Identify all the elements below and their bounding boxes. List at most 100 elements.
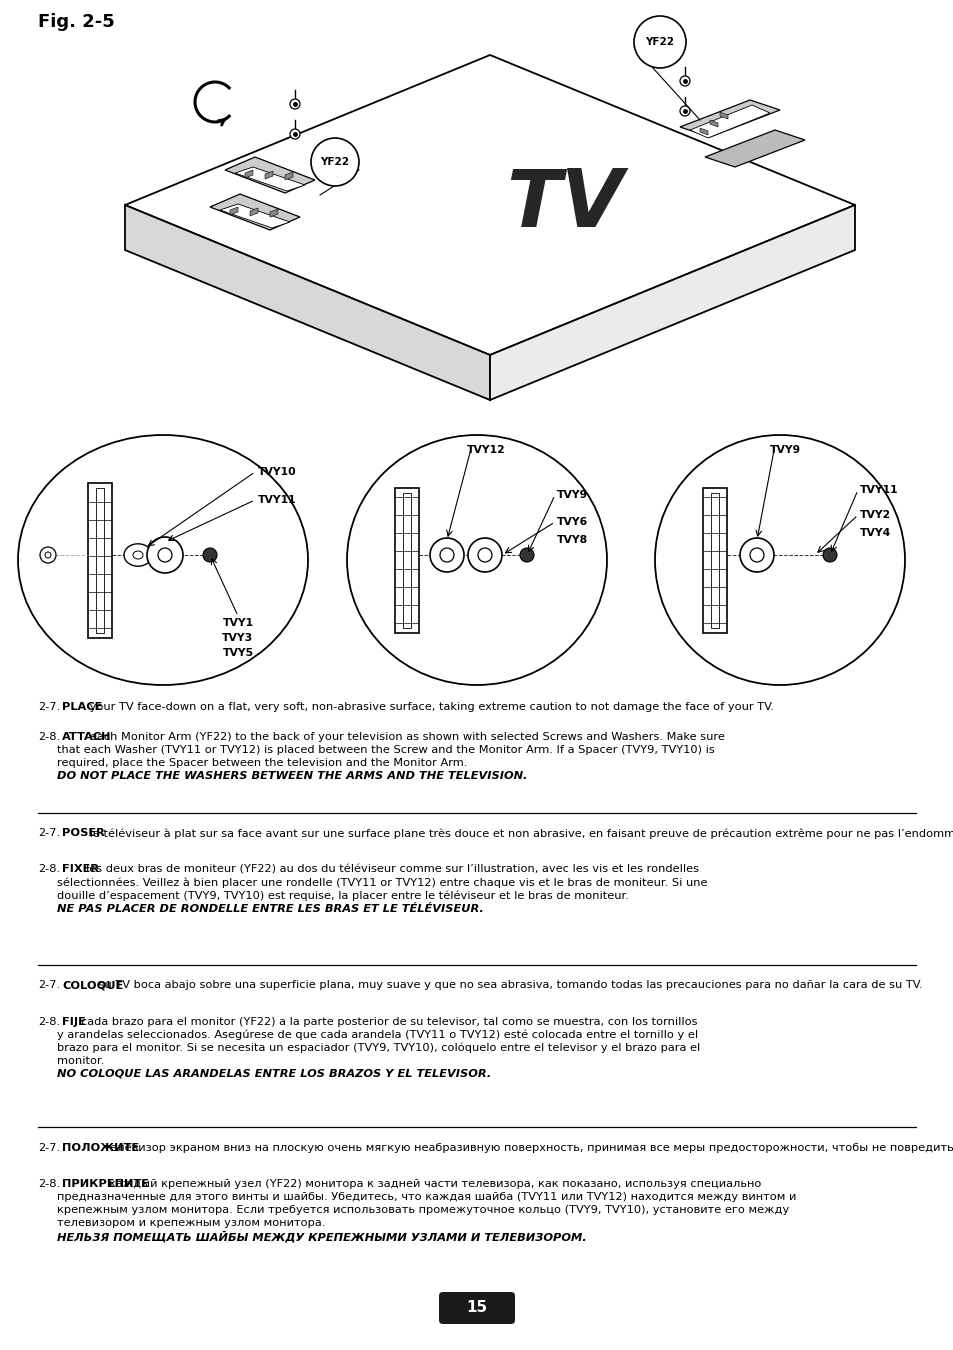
Circle shape [45,552,51,558]
Bar [88,482,112,637]
Bar [710,493,719,628]
Circle shape [290,130,299,139]
Text: 15: 15 [466,1300,487,1315]
Text: 2-8.: 2-8. [38,1017,60,1026]
Text: cada brazo para el monitor (YF22) a la parte posterior de su televisor, tal como: cada brazo para el monitor (YF22) a la p… [81,1017,697,1026]
Text: NE PAS PLACER DE RONDELLE ENTRE LES BRAS ET LE TÉLÉVISEUR.: NE PAS PLACER DE RONDELLE ENTRE LES BRAS… [57,903,483,914]
Circle shape [147,537,183,572]
Polygon shape [285,171,293,180]
Circle shape [203,548,216,562]
Polygon shape [230,207,237,215]
Text: TVY4: TVY4 [859,528,890,539]
Text: that each Washer (TVY11 or TVY12) is placed between the Screw and the Monitor Ar: that each Washer (TVY11 or TVY12) is pla… [57,745,714,755]
Bar [702,487,726,633]
Bar [96,487,104,633]
Text: FIJE: FIJE [62,1017,86,1026]
Polygon shape [270,209,277,217]
Text: 2-8.: 2-8. [38,1179,60,1189]
Text: douille d’espacement (TVY9, TVY10) est requise, la placer entre le téléviseur et: douille d’espacement (TVY9, TVY10) est r… [57,891,628,900]
Circle shape [311,138,358,186]
Text: телевизором и крепежным узлом монитора.: телевизором и крепежным узлом монитора. [57,1218,325,1228]
Polygon shape [265,171,273,180]
Polygon shape [709,120,718,127]
Circle shape [158,548,172,562]
Polygon shape [679,100,780,136]
Circle shape [679,107,689,116]
Polygon shape [700,128,707,135]
Text: y arandelas seleccionados. Asegúrese de que cada arandela (TVY11 o TVY12) esté c: y arandelas seleccionados. Asegúrese de … [57,1030,698,1040]
Text: POSER: POSER [62,828,105,838]
Text: monitor.: monitor. [57,1056,104,1065]
Bar [395,487,418,633]
Text: YF22: YF22 [320,157,349,167]
Text: each Monitor Arm (YF22) to the back of your television as shown with selected Sc: each Monitor Arm (YF22) to the back of y… [91,732,724,742]
Text: TVY9: TVY9 [769,446,801,455]
Text: НЕЛЬЗЯ ПОМЕЩАТЬ ШАЙБЫ МЕЖДУ КРЕПЕЖНЫМИ УЗЛАМИ И ТЕЛЕВИЗОРОМ.: НЕЛЬЗЯ ПОМЕЩАТЬ ШАЙБЫ МЕЖДУ КРЕПЕЖНЫМИ У… [57,1231,586,1243]
Circle shape [40,547,56,563]
Text: TVY6: TVY6 [557,517,588,526]
Text: PLACE: PLACE [62,702,102,711]
Text: 2-7.: 2-7. [38,1142,60,1153]
Circle shape [468,539,501,572]
Text: TV: TV [506,166,623,244]
Text: sélectionnées. Veillez à bien placer une rondelle (TVY11 or TVY12) entre chaque : sélectionnées. Veillez à bien placer une… [57,878,707,888]
Polygon shape [704,130,804,167]
Ellipse shape [18,435,308,684]
Text: 2-7.: 2-7. [38,980,60,990]
Circle shape [679,76,689,86]
Text: TVY1: TVY1 [222,618,253,628]
Text: su TV boca abajo sobre una superficie plana, muy suave y que no sea abrasiva, to: su TV boca abajo sobre una superficie pl… [95,980,922,990]
Text: les deux bras de moniteur (YF22) au dos du téléviseur comme sur l’illustration, : les deux bras de moniteur (YF22) au dos … [86,864,698,875]
Circle shape [439,548,454,562]
Text: TVY9: TVY9 [557,490,587,500]
Circle shape [430,539,463,572]
Text: TVY11: TVY11 [859,485,898,495]
Circle shape [519,548,534,562]
Text: каждый крепежный узел (YF22) монитора к задней части телевизора, как показано, и: каждый крепежный узел (YF22) монитора к … [109,1179,760,1189]
Text: предназначенные для этого винты и шайбы. Убедитесь, что каждая шайба (TVY11 или : предназначенные для этого винты и шайбы.… [57,1192,796,1202]
Text: телевизор экраном вниз на плоскую очень мягкую неабразивную поверхность, принима: телевизор экраном вниз на плоскую очень … [100,1142,953,1153]
Text: TVY10: TVY10 [257,467,296,477]
Polygon shape [689,105,769,138]
Text: Fig. 2-5: Fig. 2-5 [38,14,114,31]
Text: 2-7.: 2-7. [38,828,60,838]
Polygon shape [210,194,299,230]
Text: ATTACH: ATTACH [62,732,112,742]
Polygon shape [220,204,290,228]
Polygon shape [125,205,490,400]
Ellipse shape [124,544,152,566]
Polygon shape [125,55,854,355]
Ellipse shape [347,435,606,684]
Circle shape [740,539,773,572]
Circle shape [290,99,299,109]
Text: ПОЛОЖИТЕ: ПОЛОЖИТЕ [62,1142,139,1153]
Text: COLOQUE: COLOQUE [62,980,123,990]
Ellipse shape [655,435,904,684]
Text: NO COLOQUE LAS ARANDELAS ENTRE LOS BRAZOS Y EL TELEVISOR.: NO COLOQUE LAS ARANDELAS ENTRE LOS BRAZO… [57,1069,491,1079]
Text: TVY8: TVY8 [557,535,587,545]
Polygon shape [245,170,253,178]
Text: 2-8.: 2-8. [38,864,60,875]
Circle shape [822,548,836,562]
Text: TVY2: TVY2 [859,510,890,520]
Bar [402,493,411,628]
Text: le téléviseur à plat sur sa face avant sur une surface plane très douce et non a: le téléviseur à plat sur sa face avant s… [86,828,953,838]
Text: крепежным узлом монитора. Если требуется использовать промежуточное кольцо (TVY9: крепежным узлом монитора. Если требуется… [57,1206,788,1215]
Ellipse shape [132,551,143,559]
Text: 2-7.: 2-7. [38,702,60,711]
Text: YF22: YF22 [645,36,674,47]
Text: TVY12: TVY12 [467,446,505,455]
Text: FIXER: FIXER [62,864,99,875]
Circle shape [634,16,685,68]
Text: TVY5: TVY5 [222,648,253,657]
Text: TVY11: TVY11 [257,495,296,505]
Polygon shape [234,167,305,190]
FancyBboxPatch shape [438,1292,515,1324]
Text: your TV face-down on a flat, very soft, non-abrasive surface, taking extreme cau: your TV face-down on a flat, very soft, … [86,702,773,711]
Text: required, place the Spacer between the television and the Monitor Arm.: required, place the Spacer between the t… [57,757,467,768]
Text: ПРИКРЕПИТЕ: ПРИКРЕПИТЕ [62,1179,149,1189]
Text: DO NOT PLACE THE WASHERS BETWEEN THE ARMS AND THE TELEVISION.: DO NOT PLACE THE WASHERS BETWEEN THE ARM… [57,771,527,780]
Text: brazo para el monitor. Si se necesita un espaciador (TVY9, TVY10), colóquelo ent: brazo para el monitor. Si se necesita un… [57,1042,700,1053]
Text: 2-8.: 2-8. [38,732,60,742]
Polygon shape [225,157,314,193]
